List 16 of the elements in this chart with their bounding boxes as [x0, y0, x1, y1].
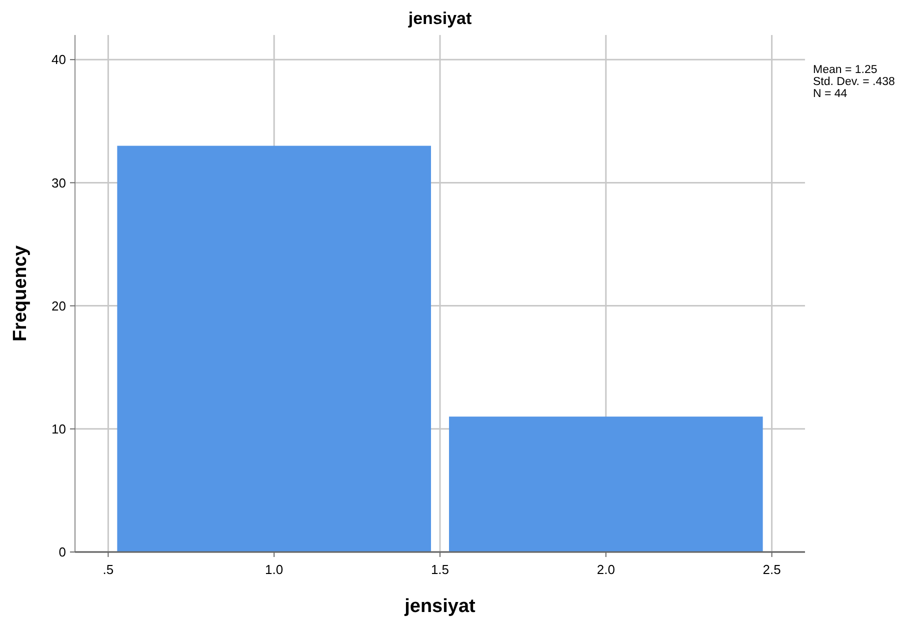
- y-tick-label: 0: [58, 544, 66, 560]
- text: Std. Dev. = .438: [813, 76, 895, 88]
- y-tick-label: 10: [52, 421, 66, 436]
- y-tick-label: 40: [52, 52, 66, 68]
- y-tick-label: 30: [52, 175, 66, 190]
- x-tick-label: .5: [102, 562, 114, 577]
- x-axis-title: jensiyat: [404, 596, 476, 617]
- y-axis-title: Frequency: [10, 245, 31, 342]
- y-tick-label: 20: [52, 298, 66, 314]
- chart-title: jensiyat: [407, 9, 472, 28]
- text: N = 44: [813, 88, 848, 100]
- text: Mean = 1.25: [813, 64, 878, 76]
- x-tick-label: 1.5: [430, 562, 450, 577]
- x-tick-label: 2.0: [596, 562, 615, 577]
- x-tick-label: 2.5: [762, 562, 781, 577]
- x-tick-label: 1.0: [265, 562, 284, 577]
